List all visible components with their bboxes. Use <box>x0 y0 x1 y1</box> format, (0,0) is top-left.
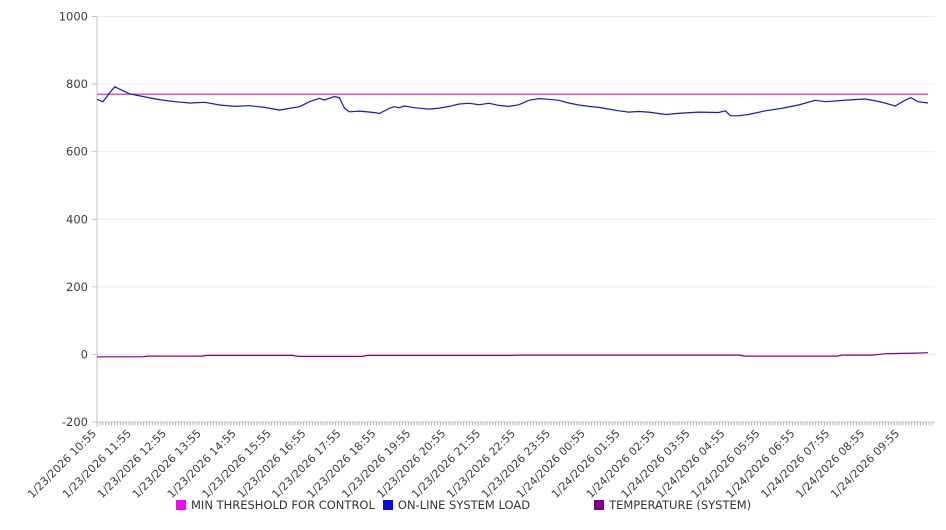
legend-item-min-threshold: MIN THRESHOLD FOR CONTROL <box>176 498 375 512</box>
y-tick-label: -200 <box>62 415 88 429</box>
y-tick-label: 800 <box>66 77 88 91</box>
y-tick-label: 1000 <box>59 10 88 24</box>
y-tick-label: 400 <box>66 212 88 226</box>
legend-label-system-load: ON-LINE SYSTEM LOAD <box>397 498 531 512</box>
chart-legend: MIN THRESHOLD FOR CONTROL ON-LINE SYSTEM… <box>176 498 751 512</box>
y-tick-label: 600 <box>66 145 88 159</box>
x-axis-labels: 1/23/2026 10:551/23/2026 11:551/23/2026 … <box>25 427 902 501</box>
gridlines <box>97 16 935 355</box>
system-load-swatch-icon <box>382 500 393 510</box>
y-tick-label: 200 <box>66 280 88 294</box>
legend-label-temperature: TEMPERATURE (SYSTEM) <box>609 498 752 512</box>
legend-item-temperature: TEMPERATURE (SYSTEM) <box>594 498 751 512</box>
min-threshold-swatch-icon <box>176 500 186 510</box>
temperature-line <box>97 352 929 358</box>
y-axis-ticks: -200 0 200 400 600 800 1000 <box>59 10 97 429</box>
legend-label-min-threshold: MIN THRESHOLD FOR CONTROL <box>191 498 375 512</box>
legend-item-system-load: ON-LINE SYSTEM LOAD <box>382 498 531 512</box>
x-minor-ticks <box>96 422 933 426</box>
system-load-line <box>96 86 929 117</box>
axes <box>96 16 935 427</box>
y-tick-label: 0 <box>81 347 88 361</box>
temperature-swatch-icon <box>594 500 605 510</box>
